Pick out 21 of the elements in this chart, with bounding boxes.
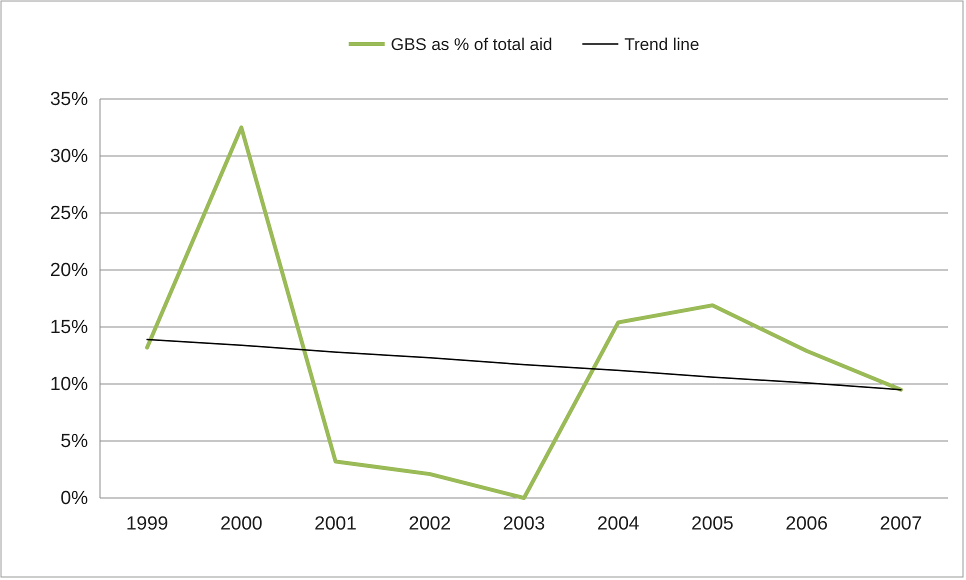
y-tick-label: 25% <box>50 203 88 224</box>
y-tick-label: 35% <box>50 89 88 110</box>
legend-label: Trend line <box>624 35 700 54</box>
x-tick-label: 2000 <box>220 513 262 534</box>
x-tick-label: 2004 <box>597 513 640 534</box>
y-tick-label: 5% <box>60 431 88 452</box>
legend-label: GBS as % of total aid <box>390 35 552 54</box>
x-tick-label: 2005 <box>691 513 734 534</box>
y-tick-label: 15% <box>50 317 88 338</box>
line-series <box>145 126 903 500</box>
x-tick-label: 1999 <box>126 513 168 534</box>
x-tick-label: 2001 <box>314 513 357 534</box>
y-tick-label: 10% <box>50 374 88 396</box>
y-tick-label: 0% <box>60 488 88 510</box>
line-series <box>146 338 902 390</box>
y-tick-label: 30% <box>50 146 88 168</box>
x-tick-label: 2003 <box>502 513 546 534</box>
x-tick-label: 2006 <box>786 513 828 534</box>
y-tick-label: 20% <box>50 260 88 282</box>
x-tick-label: 2002 <box>408 513 451 534</box>
x-tick-label: 2007 <box>880 513 922 534</box>
